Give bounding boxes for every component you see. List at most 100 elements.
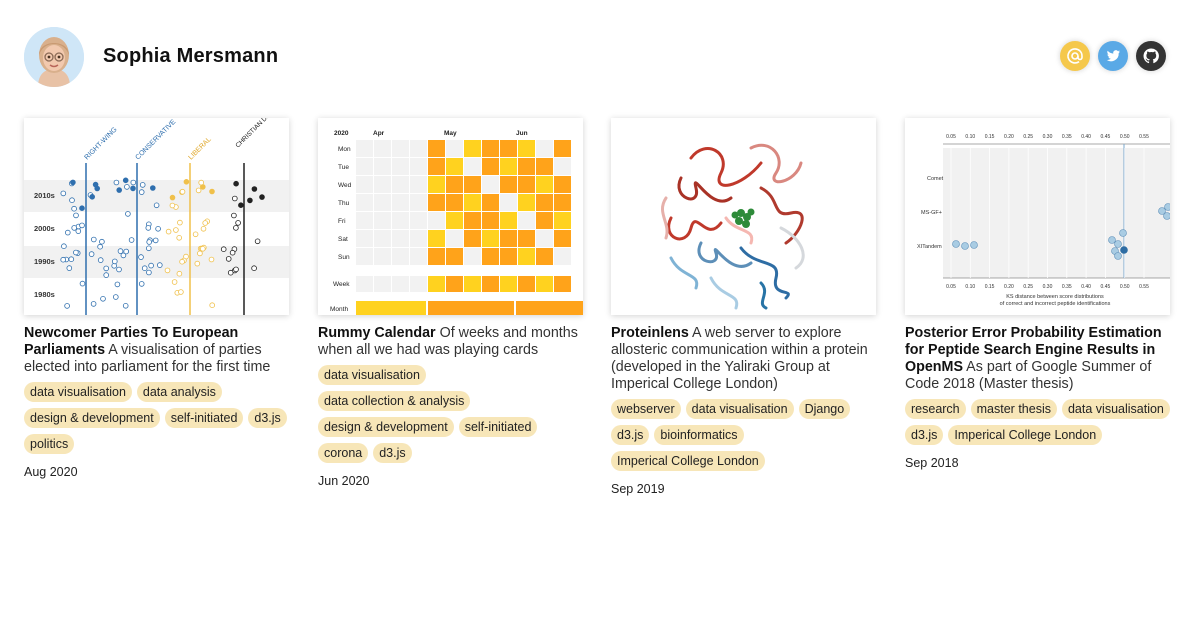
week-cell — [428, 276, 445, 292]
tag[interactable]: Django — [798, 399, 851, 419]
project-title[interactable]: Posterior Error Probability Estimation f… — [905, 325, 1162, 375]
tag[interactable]: research — [905, 399, 966, 419]
month-label: Apr — [373, 130, 385, 137]
week-cell — [482, 276, 499, 292]
project-card[interactable]: 2020 Apr May Jun Mon Tue Wed Thu Fri Sat… — [318, 118, 583, 488]
tag[interactable]: data visualisation — [318, 365, 426, 385]
calendar-cell — [554, 248, 571, 265]
project-card[interactable]: 0.05 0.05 0.10 0.10 0.15 0.15 0.20 0.20 0.25 0.25… — [905, 118, 1170, 470]
tag[interactable]: data analysis — [136, 382, 222, 402]
beeswarm-dot — [164, 267, 171, 274]
beeswarm-dot — [176, 270, 183, 277]
tick-label-bottom: 0.10 — [965, 284, 975, 290]
tick-label-bottom: 0.15 — [985, 284, 995, 290]
calendar-cell — [482, 194, 499, 211]
calendar-cell — [554, 158, 571, 175]
calendar-cell — [428, 176, 445, 193]
calendar-cell — [518, 212, 535, 229]
beeswarm-dot — [116, 187, 122, 193]
month-cell — [356, 301, 426, 315]
beeswarm-dot — [197, 250, 203, 257]
tag[interactable]: data visualisation — [1061, 399, 1170, 419]
email-link[interactable] — [1060, 41, 1090, 71]
calendar-cell — [428, 212, 445, 229]
tag[interactable]: corona — [318, 443, 369, 463]
calendar-cell — [392, 212, 409, 229]
beeswarm-dot — [177, 219, 183, 226]
beeswarm-dot — [141, 265, 148, 272]
calendar-cell — [356, 230, 373, 247]
avatar[interactable] — [24, 27, 84, 87]
calendar-cell — [482, 248, 499, 265]
calendar-cell — [518, 140, 535, 157]
project-thumbnail[interactable]: 0.05 0.05 0.10 0.10 0.15 0.15 0.20 0.20 0.25 0.25… — [905, 118, 1170, 315]
tag[interactable]: politics — [24, 434, 75, 454]
calendar-cell — [464, 212, 481, 229]
beeswarm-dot — [146, 239, 152, 245]
tag[interactable]: bioinformatics — [654, 425, 744, 445]
tag[interactable]: Imperical College London — [948, 425, 1103, 445]
calendar-cell — [464, 248, 481, 265]
project-description: Proteinlens A web server to explore allo… — [611, 325, 876, 393]
month-cell — [516, 301, 583, 315]
beeswarm-dot — [122, 177, 129, 184]
tag[interactable]: data visualisation — [685, 399, 794, 419]
project-card[interactable]: Proteinlens A web server to explore allo… — [611, 118, 876, 496]
tag[interactable]: data visualisation — [24, 382, 132, 402]
tag[interactable]: data collection & analysis — [318, 391, 471, 411]
project-thumbnail[interactable]: RIGHT-WING CONSERVATIVE LIBERAL CHRISTIA… — [24, 118, 289, 315]
beeswarm-dot — [117, 248, 124, 254]
tag[interactable]: self-initiated — [458, 417, 538, 437]
week-cell — [356, 276, 373, 292]
project-card[interactable]: RIGHT-WING CONSERVATIVE LIBERAL CHRISTIA… — [24, 118, 289, 479]
calendar-cell — [374, 212, 391, 229]
project-thumbnail[interactable] — [611, 118, 876, 315]
project-subtitle: A visualisation of parties elected into … — [24, 342, 271, 375]
beeswarm-dot — [229, 249, 236, 256]
github-link[interactable] — [1136, 41, 1166, 71]
beeswarm-dot — [227, 269, 234, 276]
row-label: 2010s — [34, 191, 55, 200]
tag[interactable]: d3.js — [611, 425, 650, 445]
tag[interactable]: d3.js — [373, 443, 412, 463]
tag[interactable]: design & development — [318, 417, 454, 437]
beeswarm-dot — [120, 252, 127, 259]
project-title[interactable]: Proteinlens — [611, 325, 689, 341]
tag[interactable]: master thesis — [970, 399, 1057, 419]
tag[interactable]: self-initiated — [164, 408, 244, 428]
tick-label-bottom: 0.35 — [1062, 284, 1072, 290]
beeswarm-dot — [233, 266, 239, 273]
project-thumbnail[interactable]: 2020 Apr May Jun Mon Tue Wed Thu Fri Sat… — [318, 118, 583, 315]
calendar-cell — [410, 158, 427, 175]
tag[interactable]: d3.js — [905, 425, 944, 445]
calendar-cell — [410, 230, 427, 247]
calendar-cell — [482, 230, 499, 247]
tick-label-bottom: 0.05 — [946, 284, 956, 290]
calendar-cell — [536, 212, 553, 229]
twitter-link[interactable] — [1098, 41, 1128, 71]
project-title[interactable]: Rummy Calendar — [318, 325, 436, 341]
ks-distance-preview: 0.05 0.05 0.10 0.10 0.15 0.15 0.20 0.20 0.25 0.25… — [917, 134, 1170, 307]
calendar-cell — [554, 140, 571, 157]
tick-label-bottom: 0.20 — [1004, 284, 1014, 290]
tick-label-top: 0.25 — [1023, 134, 1033, 140]
beeswarm-dot — [130, 179, 137, 186]
calendar-cell — [428, 140, 445, 157]
calendar-cell — [392, 194, 409, 211]
beeswarm-dot — [60, 256, 66, 263]
tag[interactable]: d3.js — [248, 408, 287, 428]
calendar-cell — [446, 212, 463, 229]
beeswarm-dot — [169, 194, 176, 201]
tag[interactable]: Imperical College London — [611, 451, 765, 471]
beeswarm-dot — [79, 222, 85, 229]
calendar-cell — [356, 176, 373, 193]
month-label: May — [444, 130, 457, 137]
tag[interactable]: design & development — [24, 408, 160, 428]
tick-label-top: 0.15 — [985, 134, 995, 140]
column-label: RIGHT-WING — [83, 126, 118, 161]
calendar-cell — [536, 176, 553, 193]
calendar-cell — [446, 194, 463, 211]
project-title[interactable]: Newcomer Parties To European Parliaments — [24, 325, 239, 358]
tag[interactable]: webserver — [611, 399, 681, 419]
project-date: Sep 2018 — [905, 456, 959, 470]
